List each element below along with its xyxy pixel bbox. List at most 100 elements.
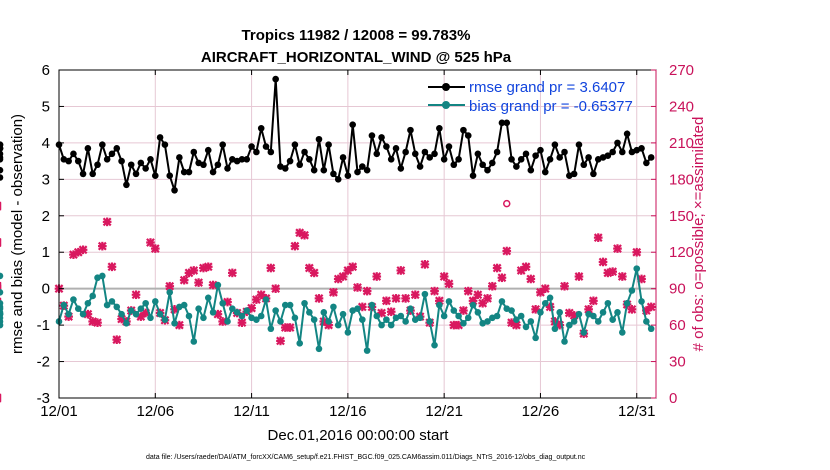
bias-series [0,265,655,354]
bias-point [590,312,597,320]
obs-assimilated-marker [439,272,449,281]
obs-assimilated-marker [391,294,401,303]
rmse-point [469,172,477,179]
bias-point [513,316,520,323]
rmse-point [363,166,371,174]
rmse-point [513,163,520,170]
rmse-point [498,119,506,127]
rmse-point [315,135,323,143]
bias-point [253,316,260,323]
bias-point [450,307,458,314]
rmse-series [0,75,655,194]
bias-point [474,309,482,316]
y-left-tick-label: -3 [37,390,50,407]
rmse-point [65,157,72,165]
rmse-point [537,146,544,154]
obs-assimilated-marker [608,267,618,277]
rmse-point [368,132,376,139]
rmse-point [0,174,4,181]
obs-assimilated-marker [420,259,430,269]
bias-point [541,299,549,307]
y-right-tick-label: 150 [669,208,694,225]
obs-assimilated-marker [150,244,160,253]
obs-assimilated-marker [304,263,314,273]
legend-rmse-marker-icon [442,83,450,91]
bias-point [99,272,106,280]
plot-area [59,70,656,398]
rmse-point [647,154,655,161]
rmse-point [508,155,515,163]
rmse-point [445,143,453,150]
rmse-point [522,150,530,158]
rmse-point [378,134,385,141]
rmse-point [142,165,149,172]
chart-title: Tropics 11982 / 12008 = 99.783% [242,27,471,44]
rmse-point [267,148,275,156]
rmse-point [281,165,289,172]
rmse-point [392,145,400,152]
bias-point [0,318,4,325]
x-tick-label: 12/06 [137,403,175,420]
rmse-point [407,126,414,134]
bias-point [599,309,607,316]
rmse-point [161,141,169,149]
bias-point [161,316,169,323]
bias-point [416,314,424,322]
bias-point [623,299,631,307]
bias-point [180,301,188,309]
rmse-point [493,148,501,156]
obs-assimilated-marker [459,306,468,315]
obs-assimilated-marker [131,290,141,300]
bias-point [224,318,231,325]
y-right-tick-label: 270 [669,62,694,79]
obs-assimilated-marker [396,266,406,275]
y-axis-label-left: rmse and bias (model - observation) [9,114,26,354]
obs-assimilated-marker [473,290,483,300]
rmse-point [440,155,448,163]
rmse-point [373,150,381,158]
bias-point [469,301,477,309]
obs-assimilated-marker [593,233,603,243]
rmse-point [344,172,352,179]
rmse-point [171,186,178,194]
obs-assimilated-marker [107,262,117,272]
rmse-point [0,166,4,174]
bias-point [373,312,381,320]
bias-point [214,281,222,289]
rmse-point [238,155,246,163]
rmse-point [147,155,154,163]
rmse-point [89,170,97,178]
rmse-point [455,155,462,163]
bias-point [281,301,289,309]
bias-point [306,309,313,316]
obs-assimilated-marker [401,294,411,303]
legend: rmse grand pr = 3.6407 bias grand pr = -… [428,79,633,115]
bias-point [315,345,323,353]
y-left-tick-label: -1 [37,317,50,334]
rmse-point [416,163,424,170]
rmse-point [546,155,554,163]
legend-rmse-label: rmse grand pr = 3.6407 [469,79,625,96]
obs-assimilated-marker [194,278,203,287]
bias-point [204,294,212,302]
bias-point [291,314,299,322]
y-left-tick-label: 6 [42,62,50,79]
obs-assimilated-marker [574,272,584,281]
bias-point [517,312,525,320]
rmse-point [70,150,77,158]
rmse-point [585,154,592,161]
rmse-line [58,79,652,191]
bias-point [397,312,405,320]
bias-point [570,318,578,325]
obs-assimilated-marker [276,336,285,346]
rmse-point [330,170,337,178]
bias-point [209,309,217,316]
obs-assimilated-marker [613,244,622,253]
rmse-point [411,150,419,158]
rmse-point [113,145,121,152]
rmse-point [224,165,231,172]
rmse-point [339,154,347,161]
bias-point [123,319,130,327]
bias-point [296,340,304,347]
